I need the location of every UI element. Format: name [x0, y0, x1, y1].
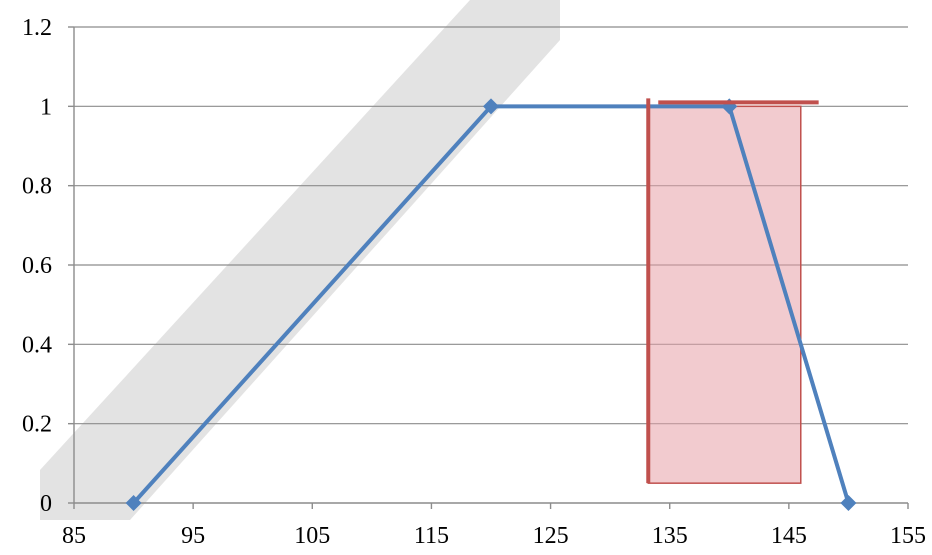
x-tick-label: 95	[181, 523, 205, 549]
x-tick-label: 115	[414, 523, 449, 549]
x-tick-label: 145	[771, 523, 807, 549]
data-point-marker	[125, 495, 142, 511]
annotation-lines	[646, 98, 819, 484]
x-tick-label: 85	[62, 523, 86, 549]
x-tick-label: 155	[890, 523, 926, 549]
axes	[68, 26, 909, 509]
y-tick-label: 0.6	[22, 253, 52, 279]
y-tick-label: 0.2	[22, 412, 52, 438]
data-series	[125, 98, 857, 511]
x-axis-tick-labels: 85 95 105 115 125 135 145 155	[62, 523, 926, 549]
x-tick-label: 125	[533, 523, 569, 549]
data-point-marker	[840, 495, 857, 511]
data-point-marker	[483, 98, 499, 115]
y-tick-label: 1	[40, 94, 52, 120]
shaded-rect	[647, 105, 802, 484]
watermark-band	[40, 0, 560, 520]
y-tick-label: 0	[40, 491, 52, 517]
y-tick-label: 0.8	[22, 174, 52, 200]
series-line	[132, 104, 851, 505]
y-axis-tick-labels: 0 0.2 0.4 0.6 0.8 1 1.2	[22, 15, 52, 517]
y-tick-label: 1.2	[22, 15, 52, 41]
shaded-region	[647, 105, 802, 484]
x-tick-label: 135	[652, 523, 688, 549]
watermark	[40, 0, 560, 520]
x-tick-label: 105	[294, 523, 330, 549]
y-tick-label: 0.4	[22, 332, 52, 358]
